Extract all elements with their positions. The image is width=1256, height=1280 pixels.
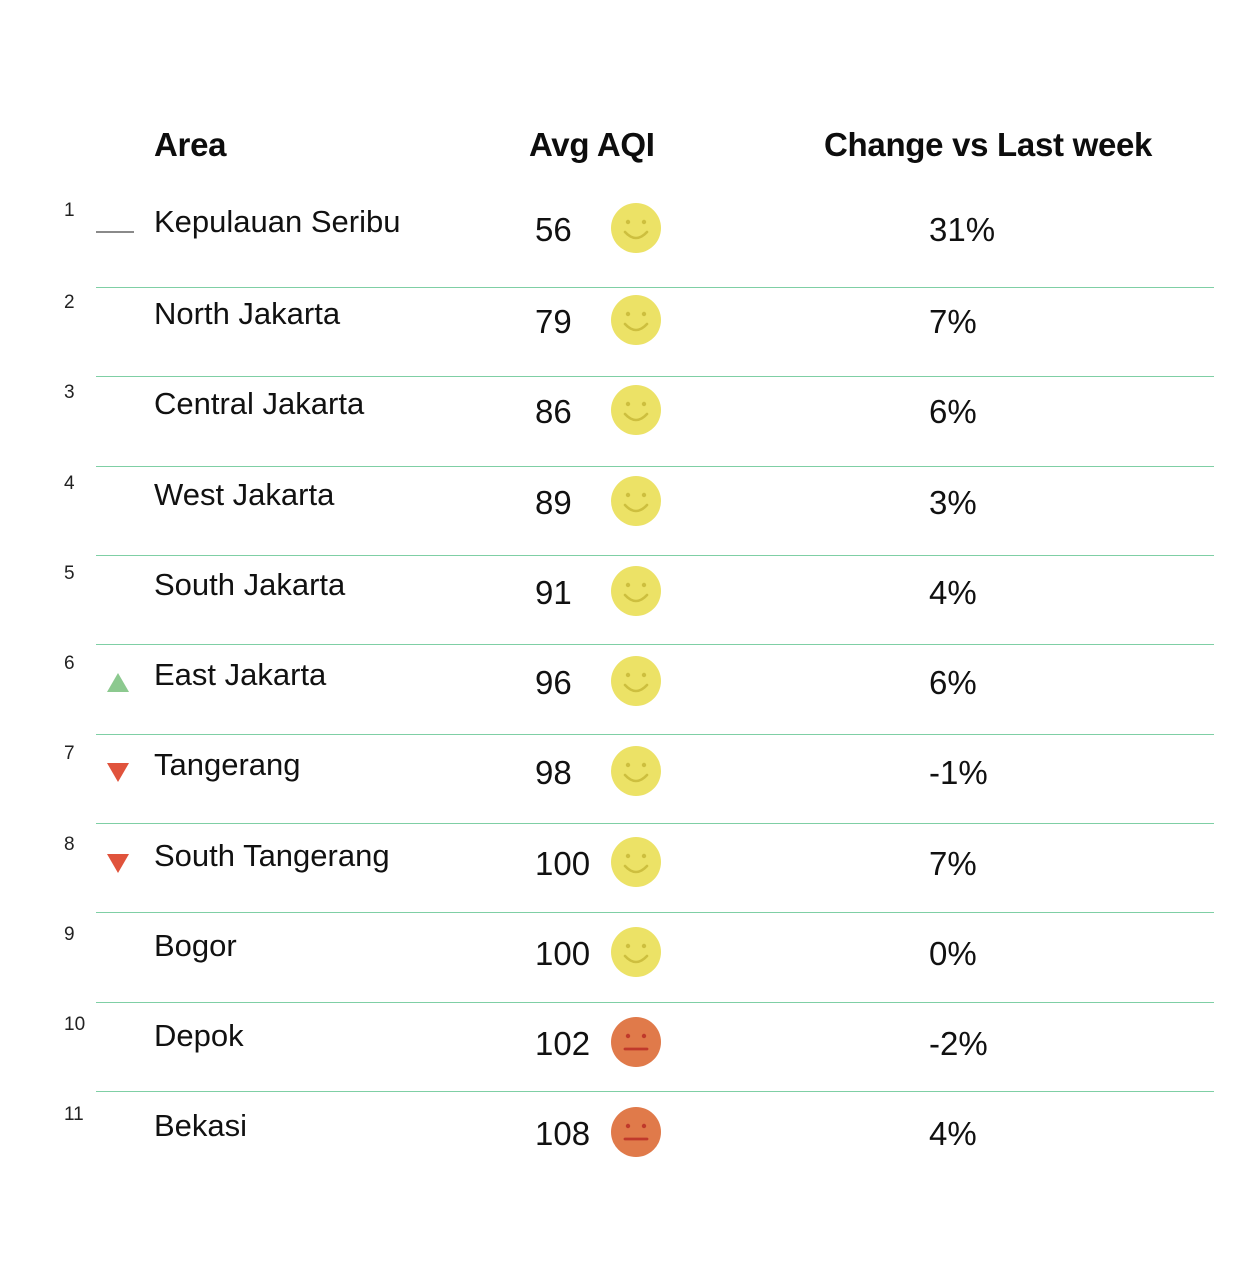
rank-number: 2 bbox=[64, 292, 75, 313]
smiley-face-icon bbox=[610, 475, 662, 527]
no-change-icon bbox=[96, 220, 136, 250]
change-value: 31% bbox=[929, 211, 996, 248]
neutral-face-icon bbox=[610, 1016, 662, 1068]
area-name: North Jakarta bbox=[154, 296, 341, 331]
row-divider bbox=[96, 1002, 1214, 1003]
trend-down-icon bbox=[96, 854, 136, 884]
change-value: 3% bbox=[929, 484, 977, 521]
area-name: Bogor bbox=[154, 928, 237, 963]
rank-number: 10 bbox=[64, 1014, 86, 1035]
row-divider bbox=[96, 466, 1214, 467]
smiley-face-icon bbox=[610, 926, 662, 978]
smiley-face-icon bbox=[610, 836, 662, 888]
table-row: 11 Bekasi 108 4% bbox=[0, 1088, 1256, 1178]
row-divider bbox=[96, 644, 1214, 645]
area-name: East Jakarta bbox=[154, 657, 327, 692]
area-name: Kepulauan Seribu bbox=[154, 204, 401, 239]
smiley-face-icon bbox=[610, 294, 662, 346]
avg-aqi-value: 102 bbox=[535, 1025, 591, 1062]
header-change: Change vs Last week bbox=[824, 126, 1153, 163]
avg-aqi-value: 91 bbox=[535, 574, 572, 611]
avg-aqi-value: 89 bbox=[535, 484, 572, 521]
smiley-face-icon bbox=[610, 384, 662, 436]
table-row: 8 South Tangerang 100 7% bbox=[0, 818, 1256, 908]
avg-aqi-value: 86 bbox=[535, 393, 572, 430]
avg-aqi-value: 108 bbox=[535, 1115, 591, 1152]
avg-aqi-value: 56 bbox=[535, 211, 572, 248]
area-name: Bekasi bbox=[154, 1108, 248, 1143]
table-row: 3 Central Jakarta 86 6% bbox=[0, 366, 1256, 456]
smiley-face-icon bbox=[610, 202, 662, 254]
change-value: -2% bbox=[929, 1025, 988, 1062]
area-name: West Jakarta bbox=[154, 477, 335, 512]
table-row: 10 Depok 102 -2% bbox=[0, 998, 1256, 1088]
change-value: 4% bbox=[929, 1115, 977, 1152]
area-name: Depok bbox=[154, 1018, 244, 1053]
table-row: 1 Kepulauan Seribu 56 31% bbox=[0, 184, 1256, 274]
rank-number: 11 bbox=[64, 1104, 84, 1125]
rank-number: 3 bbox=[64, 382, 75, 403]
table-row: 9 Bogor 100 0% bbox=[0, 908, 1256, 998]
row-divider bbox=[96, 287, 1214, 288]
area-name: Tangerang bbox=[154, 747, 301, 782]
change-value: 7% bbox=[929, 845, 977, 882]
header-avg-aqi: Avg AQI bbox=[529, 126, 655, 163]
avg-aqi-value: 98 bbox=[535, 754, 572, 791]
rank-number: 7 bbox=[64, 743, 75, 764]
area-name: South Tangerang bbox=[154, 838, 390, 873]
rank-number: 4 bbox=[64, 473, 75, 494]
change-value: 6% bbox=[929, 393, 977, 430]
row-divider bbox=[96, 555, 1214, 556]
change-value: -1% bbox=[929, 754, 988, 791]
smiley-face-icon bbox=[610, 655, 662, 707]
rank-number: 8 bbox=[64, 834, 75, 855]
change-value: 0% bbox=[929, 935, 977, 972]
change-value: 4% bbox=[929, 574, 977, 611]
area-name: Central Jakarta bbox=[154, 386, 365, 421]
neutral-face-icon bbox=[610, 1106, 662, 1158]
header-area: Area bbox=[154, 126, 227, 163]
trend-down-icon bbox=[96, 763, 136, 793]
avg-aqi-value: 79 bbox=[535, 303, 572, 340]
avg-aqi-value: 100 bbox=[535, 935, 591, 972]
row-divider bbox=[96, 912, 1214, 913]
table-row: 5 South Jakarta 91 4% bbox=[0, 547, 1256, 637]
table-row: 4 West Jakarta 89 3% bbox=[0, 457, 1256, 547]
trend-up-icon bbox=[96, 673, 136, 703]
rank-number: 5 bbox=[64, 563, 75, 584]
table-row: 2 North Jakarta 79 7% bbox=[0, 276, 1256, 366]
avg-aqi-value: 100 bbox=[535, 845, 591, 882]
row-divider bbox=[96, 1091, 1214, 1092]
rank-number: 6 bbox=[64, 653, 75, 674]
table-row: 7 Tangerang 98 -1% bbox=[0, 727, 1256, 817]
area-name: South Jakarta bbox=[154, 567, 346, 602]
rank-number: 1 bbox=[64, 200, 75, 221]
change-value: 6% bbox=[929, 664, 977, 701]
smiley-face-icon bbox=[610, 745, 662, 797]
table-row: 6 East Jakarta 96 6% bbox=[0, 637, 1256, 727]
change-value: 7% bbox=[929, 303, 977, 340]
row-divider bbox=[96, 734, 1214, 735]
rank-number: 9 bbox=[64, 924, 75, 945]
row-divider bbox=[96, 376, 1214, 377]
row-divider bbox=[96, 823, 1214, 824]
smiley-face-icon bbox=[610, 565, 662, 617]
avg-aqi-value: 96 bbox=[535, 664, 572, 701]
